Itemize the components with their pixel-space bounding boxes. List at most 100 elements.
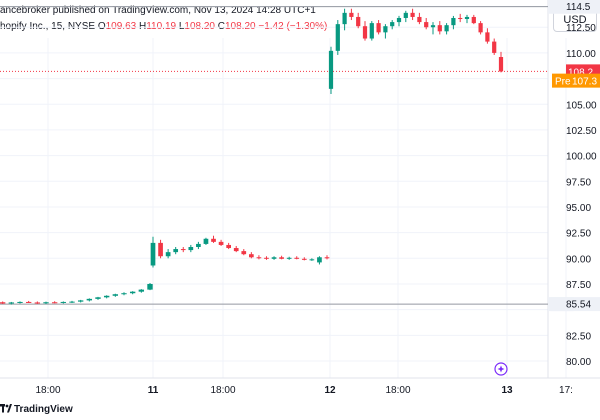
candle [69,300,75,303]
x-tick-label: 11 [148,385,159,396]
candle [226,242,231,250]
candle [396,15,402,27]
candle-body [417,16,422,23]
candle [17,301,23,304]
candle [256,255,262,260]
candle [8,301,15,305]
candle-body [86,298,93,301]
candle-body [241,251,247,255]
candle [309,258,315,261]
candle-body [451,17,456,26]
candle-body [165,252,171,257]
candle [77,299,84,303]
candle [51,301,58,304]
y-tick-label: 112.50 [566,23,596,34]
y-tick-label: 80.00 [566,357,591,368]
candle [173,247,179,255]
candle-body [478,23,483,33]
candle-body [34,302,41,304]
candle [464,14,470,24]
candle-body [498,57,504,72]
low-tag: Low85.54 [548,297,600,312]
candle-body [335,24,340,51]
candle-body [471,16,476,24]
low-tag-value: 85.54 [566,300,591,311]
candle [150,236,156,268]
candle-body [349,12,354,17]
candle [121,292,127,296]
candle [403,10,408,23]
candle [138,289,145,293]
candle-body [464,16,470,20]
candle-body [233,248,239,252]
pre-market-tag-bg [552,73,600,88]
pre-market-tag-value: 107.3 [572,77,597,88]
pre-market-tag-label: Pre [555,77,571,88]
y-tick-label: 105.00 [566,100,597,111]
candle-body [211,238,216,242]
candle [129,291,136,295]
y-tick-label: 82.50 [566,331,591,342]
candle-body [430,25,436,28]
candle-body [69,301,75,303]
candle-body [8,302,15,304]
candle [390,20,395,30]
candle-body [369,23,374,39]
candle [95,296,101,300]
candle-body [286,257,292,259]
candle [492,38,497,55]
candle-body [328,50,334,89]
pre-market-tag: Pre 107.3 [552,73,600,88]
candle [410,8,415,21]
candle [203,237,209,245]
ohlc-key-h: H [136,21,147,32]
candle-body [0,302,6,304]
candle [424,17,429,30]
candle-body [485,32,490,42]
candle [188,244,194,253]
symbol-line: hopify Inc., 15, NYSE O109.63 H110.19 L1… [0,21,327,32]
candle [0,301,6,305]
candle [458,13,463,23]
ohlc-key-c: C [215,21,225,32]
candle-body [383,26,388,33]
candle [25,300,32,303]
candle [485,28,490,44]
candle [271,256,277,260]
candle-body [77,300,84,302]
candle [444,23,449,35]
y-tick-label: 100.00 [566,152,597,163]
y-tick-label: 87.50 [566,280,591,291]
tradingview-logo[interactable]: TradingView [0,404,73,415]
candle [317,256,322,265]
candle-body [188,247,194,251]
y-tick-label: 92.50 [566,229,591,240]
high-tag: High114.5 [548,0,600,14]
candle-body [249,254,254,258]
event-marker-icon[interactable] [494,362,508,376]
candle-body [279,257,284,259]
candle-body [342,12,347,25]
candle-body [60,301,67,303]
candle [376,20,381,35]
candle [301,257,307,261]
candle [233,245,239,253]
candle [451,15,456,30]
candle-body [424,22,429,28]
candle-body [43,302,49,304]
ohlc-value-h: 110.19 [146,21,177,32]
candle-body [444,25,449,32]
event-marker-star [497,365,505,373]
candle-body [95,297,101,299]
ohlc-values: O109.63 H110.19 L108.20 C108.20 [98,21,259,32]
candle-body [324,257,330,259]
candle-body [309,259,315,261]
candle [471,14,476,25]
candle-body [410,12,415,17]
tradingview-logo-icon [0,404,12,413]
candle-body [390,22,395,27]
candle-body [150,242,156,266]
candle-body [25,301,32,303]
candle [362,21,368,41]
